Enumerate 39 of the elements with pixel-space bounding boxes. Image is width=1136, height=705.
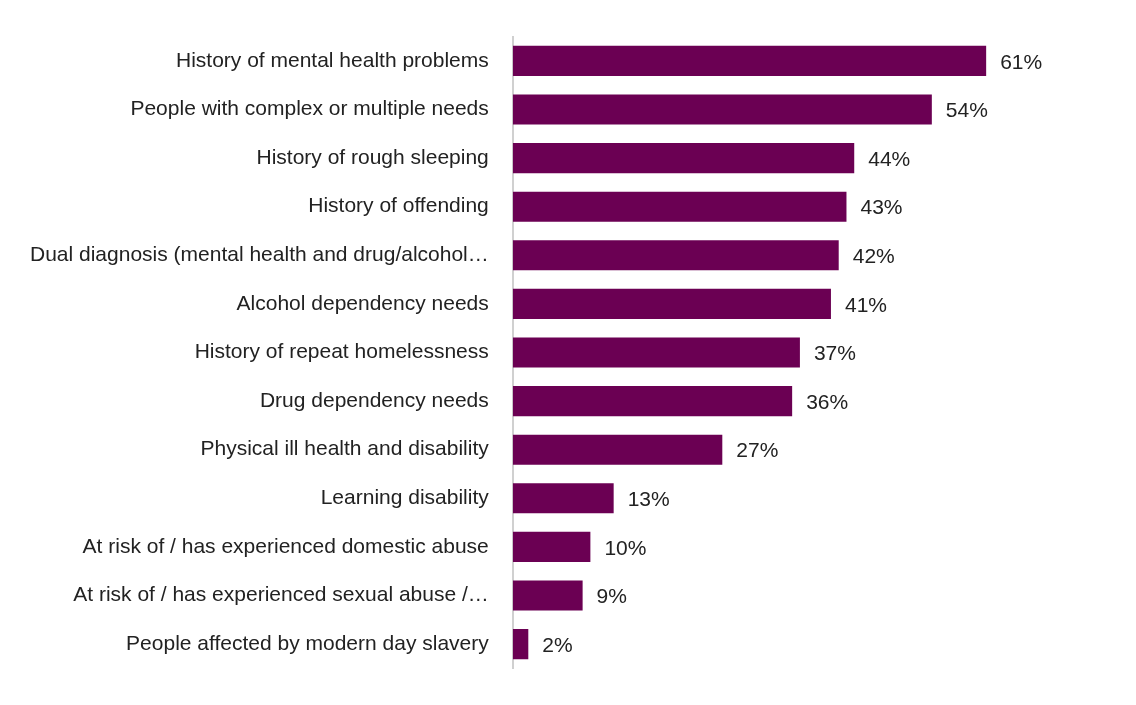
data-label: 27% bbox=[736, 438, 779, 462]
data-label: 43% bbox=[860, 195, 903, 219]
y-tick-label: History of offending bbox=[308, 193, 489, 217]
y-tick-label: Drug dependency needs bbox=[259, 387, 489, 411]
bar bbox=[512, 483, 614, 514]
y-tick-label: People affected by modern day slavery bbox=[126, 630, 490, 654]
data-label: 54% bbox=[945, 98, 988, 122]
y-tick-label: History of repeat homelessness bbox=[194, 339, 489, 363]
y-tick-label: Dual diagnosis (mental health and drug/alcohol… bbox=[30, 242, 489, 266]
bar bbox=[512, 288, 831, 319]
bar bbox=[512, 434, 723, 465]
y-tick-label: Alcohol dependency needs bbox=[236, 290, 489, 314]
bar bbox=[512, 629, 529, 660]
bar bbox=[512, 337, 800, 368]
bar bbox=[512, 240, 839, 271]
data-label: 44% bbox=[868, 146, 911, 170]
bar bbox=[512, 531, 591, 562]
data-label: 42% bbox=[852, 244, 895, 268]
bar bbox=[512, 386, 793, 417]
bar bbox=[512, 143, 855, 174]
y-tick-label: Learning disability bbox=[320, 485, 490, 509]
y-tick-label: At risk of / has experienced domestic abuse bbox=[82, 533, 489, 557]
data-label: 9% bbox=[596, 584, 627, 608]
bar bbox=[512, 94, 932, 125]
data-label: 41% bbox=[844, 292, 887, 316]
y-tick-label: Physical ill health and disability bbox=[200, 436, 490, 460]
data-label: 37% bbox=[813, 341, 856, 365]
data-label: 2% bbox=[542, 632, 573, 656]
data-label: 36% bbox=[806, 389, 849, 413]
bar bbox=[512, 191, 847, 222]
data-label: 13% bbox=[627, 487, 670, 511]
bar bbox=[512, 45, 987, 76]
y-tick-label: History of mental health problems bbox=[175, 47, 489, 71]
data-label: 61% bbox=[1000, 49, 1043, 73]
y-tick-label: History of rough sleeping bbox=[256, 144, 489, 168]
y-tick-label: At risk of / has experienced sexual abuse /… bbox=[73, 582, 489, 606]
y-tick-label: People with complex or multiple needs bbox=[130, 96, 489, 120]
bar bbox=[512, 580, 583, 611]
data-label: 10% bbox=[604, 535, 647, 559]
